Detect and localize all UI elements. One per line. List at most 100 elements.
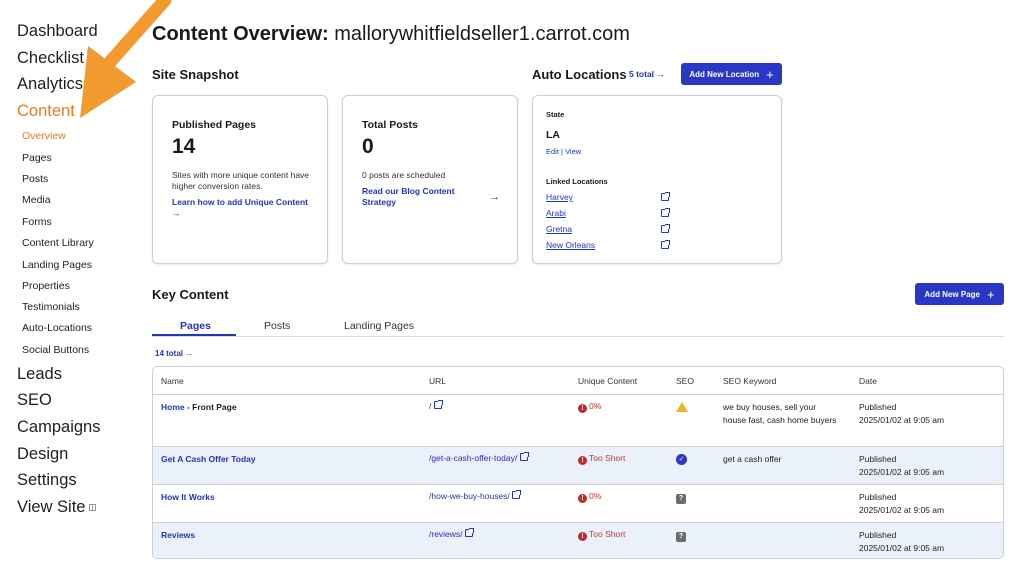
page-title-site: mallorywhitfieldseller1.carrot.com bbox=[334, 23, 630, 45]
page-date: 2025/01/02 at 9:05 am bbox=[859, 415, 945, 425]
auto-locations-total: 5 total bbox=[629, 69, 655, 79]
seo-status: ? bbox=[676, 529, 686, 542]
active-tab-indicator bbox=[152, 334, 236, 336]
nav-view-site[interactable]: View Site bbox=[17, 497, 97, 517]
linked-location-harvey[interactable]: Harvey bbox=[546, 192, 671, 202]
nav-content[interactable]: Content bbox=[17, 102, 75, 120]
learn-unique-content-link[interactable]: Learn how to add Unique Content → bbox=[172, 197, 312, 219]
tab-landing-pages[interactable]: Landing Pages bbox=[344, 320, 415, 332]
tabs-divider bbox=[152, 336, 1004, 337]
total-posts-count: 0 bbox=[362, 135, 374, 158]
page-title: Content Overview: mallorywhitfieldseller… bbox=[152, 23, 630, 46]
key-content-heading: Key Content bbox=[152, 287, 229, 302]
blog-strategy-link[interactable]: Read our Blog Content Strategy bbox=[362, 186, 455, 207]
page-url: /reviews/ bbox=[429, 529, 463, 539]
page-url-link[interactable]: /reviews/ bbox=[429, 528, 474, 541]
seo-status: ✓ bbox=[676, 452, 687, 465]
unique-content-status: ! 0% bbox=[578, 400, 601, 413]
add-new-page-label: Add New Page bbox=[924, 289, 980, 299]
external-link-icon bbox=[512, 490, 522, 499]
nav-leads[interactable]: Leads bbox=[17, 365, 62, 383]
page-url-link[interactable]: /get-a-cash-offer-today/ bbox=[429, 452, 529, 465]
auto-locations-heading: Auto Locations bbox=[532, 67, 627, 82]
pages-total-link[interactable]: 14 total → bbox=[155, 349, 193, 358]
external-link-icon[interactable] bbox=[661, 240, 670, 249]
nav-sub-pages[interactable]: Pages bbox=[22, 152, 52, 164]
col-header-seo: SEO bbox=[676, 376, 694, 386]
page-date: 2025/01/02 at 9:05 am bbox=[859, 505, 945, 515]
page-title-prefix: Content Overview: bbox=[152, 23, 329, 45]
page-url-link[interactable]: / bbox=[429, 400, 443, 413]
unique-content-value: Too Short bbox=[589, 529, 626, 539]
nav-view-site-label: View Site bbox=[17, 498, 86, 516]
sidebar: Dashboard Checklist Analytics Content Ov… bbox=[0, 0, 140, 578]
add-new-location-label: Add New Location bbox=[689, 69, 760, 79]
edit-link[interactable]: Edit bbox=[546, 147, 559, 156]
learn-unique-content-label: Learn how to add Unique Content bbox=[172, 197, 308, 207]
tab-posts[interactable]: Posts bbox=[264, 320, 291, 332]
table-row: Home - Front Page / ! 0% we buy houses, s… bbox=[153, 394, 1003, 446]
nav-sub-landing-pages[interactable]: Landing Pages bbox=[22, 259, 93, 271]
page-name: Home bbox=[161, 402, 185, 412]
nav-seo[interactable]: SEO bbox=[17, 391, 52, 409]
nav-sub-forms[interactable]: Forms bbox=[22, 216, 52, 228]
nav-sub-media[interactable]: Media bbox=[22, 194, 51, 206]
col-header-name: Name bbox=[161, 376, 184, 386]
warning-icon bbox=[676, 402, 688, 412]
page-name-link[interactable]: Home - Front Page bbox=[161, 401, 237, 414]
external-link-icon bbox=[89, 504, 97, 512]
nav-sub-posts[interactable]: Posts bbox=[22, 173, 49, 185]
linked-location-name: New Orleans bbox=[546, 240, 596, 250]
linked-location-name: Gretna bbox=[546, 224, 572, 234]
auto-locations-total-link[interactable]: 5 total → bbox=[629, 69, 665, 79]
add-new-page-button[interactable]: Add New Page + bbox=[915, 283, 1004, 305]
page-name-suffix: - Front Page bbox=[184, 402, 237, 412]
external-link-icon[interactable] bbox=[661, 208, 670, 217]
page-name-link[interactable]: Reviews bbox=[161, 530, 196, 540]
page-status: Published bbox=[859, 492, 897, 502]
view-link[interactable]: View bbox=[565, 147, 582, 156]
page-name-link[interactable]: How It Works bbox=[161, 492, 215, 502]
nav-dashboard[interactable]: Dashboard bbox=[17, 22, 98, 40]
nav-sub-content-library[interactable]: Content Library bbox=[22, 237, 94, 249]
nav-sub-properties[interactable]: Properties bbox=[22, 280, 70, 292]
nav-sub-auto-locations[interactable]: Auto-Locations bbox=[22, 322, 93, 334]
table-row: Get A Cash Offer Today /get-a-cash-offer… bbox=[153, 446, 1003, 484]
nav-sub-testimonials[interactable]: Testimonials bbox=[22, 301, 80, 313]
external-link-icon[interactable] bbox=[661, 224, 670, 233]
linked-location-new-orleans[interactable]: New Orleans bbox=[546, 240, 671, 250]
add-new-location-button[interactable]: Add New Location + bbox=[681, 63, 782, 85]
page-url: /how-we-buy-houses/ bbox=[429, 491, 510, 501]
nav-settings[interactable]: Settings bbox=[17, 471, 77, 489]
state-actions: Edit | View bbox=[546, 147, 582, 156]
linked-location-gretna[interactable]: Gretna bbox=[546, 224, 671, 234]
nav-campaigns[interactable]: Campaigns bbox=[17, 418, 101, 436]
nav-sub-overview[interactable]: Overview bbox=[22, 130, 66, 142]
external-link-icon[interactable] bbox=[661, 192, 670, 201]
nav-checklist[interactable]: Checklist bbox=[17, 49, 84, 67]
linked-locations-label: Linked Locations bbox=[546, 177, 608, 186]
arrow-right-icon[interactable]: → bbox=[489, 191, 500, 203]
site-snapshot-heading: Site Snapshot bbox=[152, 67, 239, 82]
arrow-right-icon: → bbox=[656, 69, 665, 79]
col-header-seo-keyword: SEO Keyword bbox=[723, 376, 777, 386]
external-link-icon bbox=[433, 400, 443, 409]
unique-content-status: ! 0% bbox=[578, 490, 601, 503]
nav-design[interactable]: Design bbox=[17, 445, 69, 463]
unique-content-value: 0% bbox=[589, 401, 602, 411]
plus-icon: + bbox=[986, 286, 995, 302]
linked-location-arabi[interactable]: Arabi bbox=[546, 208, 671, 218]
nav-sub-social-buttons[interactable]: Social Buttons bbox=[22, 344, 90, 356]
state-value: LA bbox=[546, 129, 560, 141]
page-status: Published bbox=[859, 530, 897, 540]
key-content-table: Name URL Unique Content SEO SEO Keyword … bbox=[152, 366, 1004, 559]
tab-pages[interactable]: Pages bbox=[180, 320, 211, 332]
nav-analytics[interactable]: Analytics bbox=[17, 75, 84, 93]
unique-content-status: ! Too Short bbox=[578, 528, 625, 541]
total-posts-card: Total Posts 0 0 posts are scheduled Read… bbox=[342, 95, 518, 264]
page-url-link[interactable]: /how-we-buy-houses/ bbox=[429, 490, 522, 503]
page-date: 2025/01/02 at 9:05 am bbox=[859, 467, 945, 477]
page-name-link[interactable]: Get A Cash Offer Today bbox=[161, 454, 256, 464]
pages-total: 14 total bbox=[155, 349, 184, 358]
external-link-icon bbox=[519, 452, 529, 461]
